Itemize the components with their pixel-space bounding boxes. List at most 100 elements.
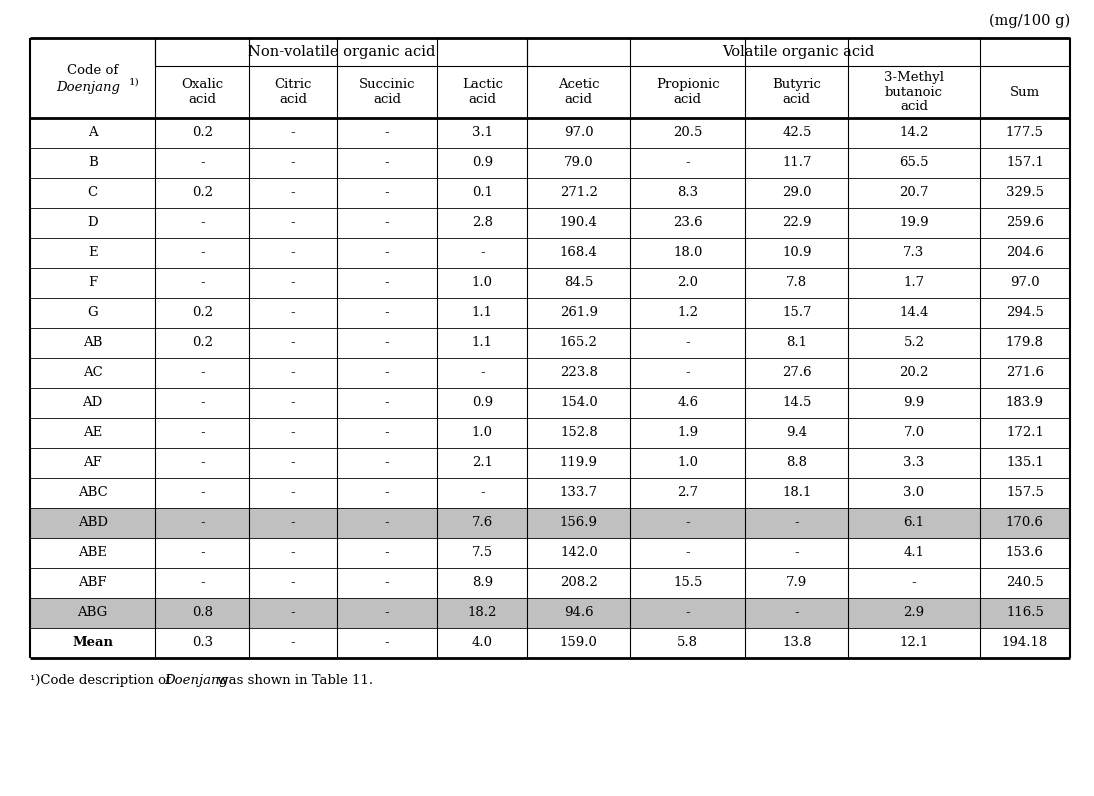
Bar xyxy=(848,118,980,148)
Bar xyxy=(848,628,980,658)
Bar xyxy=(630,178,745,208)
Text: 194.18: 194.18 xyxy=(1002,637,1048,650)
Text: -: - xyxy=(385,337,389,349)
Bar xyxy=(980,178,1070,208)
Bar xyxy=(30,178,155,208)
Bar xyxy=(848,328,980,358)
Bar xyxy=(438,208,527,238)
Bar xyxy=(30,538,155,568)
Text: 170.6: 170.6 xyxy=(1005,517,1044,529)
Text: -: - xyxy=(291,637,295,650)
Text: 0.1: 0.1 xyxy=(472,186,492,200)
Bar xyxy=(155,598,249,628)
Text: 7.3: 7.3 xyxy=(904,247,924,259)
Bar xyxy=(438,298,527,328)
Text: 19.9: 19.9 xyxy=(899,217,929,229)
Text: 18.2: 18.2 xyxy=(467,607,497,619)
Bar xyxy=(980,508,1070,538)
Bar xyxy=(848,148,980,178)
Text: 2.0: 2.0 xyxy=(677,276,698,290)
Bar xyxy=(155,508,249,538)
Text: 0.2: 0.2 xyxy=(191,337,213,349)
Text: -: - xyxy=(911,576,917,590)
Text: -: - xyxy=(480,486,485,500)
Text: 4.1: 4.1 xyxy=(904,547,924,560)
Bar xyxy=(337,598,438,628)
Bar xyxy=(438,508,527,538)
Bar xyxy=(337,328,438,358)
Text: (mg/100 g): (mg/100 g) xyxy=(989,14,1070,29)
Text: Succinic
acid: Succinic acid xyxy=(359,78,416,106)
Text: -: - xyxy=(200,547,205,560)
Text: 1.9: 1.9 xyxy=(677,427,698,439)
Bar xyxy=(155,66,249,118)
Bar xyxy=(745,538,848,568)
Text: -: - xyxy=(200,517,205,529)
Text: -: - xyxy=(291,427,295,439)
Text: E: E xyxy=(88,247,97,259)
Text: Propionic
acid: Propionic acid xyxy=(656,78,720,106)
Text: 1): 1) xyxy=(129,77,139,87)
Text: -: - xyxy=(291,486,295,500)
Bar xyxy=(745,508,848,538)
Bar xyxy=(745,478,848,508)
Text: 14.5: 14.5 xyxy=(782,396,812,409)
Bar xyxy=(630,388,745,418)
Bar xyxy=(30,418,155,448)
Text: 3.1: 3.1 xyxy=(472,127,493,139)
Text: -: - xyxy=(291,396,295,409)
Text: -: - xyxy=(291,186,295,200)
Text: -: - xyxy=(200,427,205,439)
Text: -: - xyxy=(291,247,295,259)
Text: 1.0: 1.0 xyxy=(677,456,698,470)
Bar xyxy=(527,66,630,118)
Bar xyxy=(630,38,745,66)
Bar xyxy=(337,38,438,66)
Text: -: - xyxy=(686,517,690,529)
Text: Sum: Sum xyxy=(1010,85,1040,99)
Text: 156.9: 156.9 xyxy=(560,517,597,529)
Text: 3.3: 3.3 xyxy=(904,456,924,470)
Bar xyxy=(249,148,337,178)
Text: 133.7: 133.7 xyxy=(560,486,598,500)
Bar xyxy=(980,298,1070,328)
Bar xyxy=(438,598,527,628)
Text: ABG: ABG xyxy=(78,607,108,619)
Bar xyxy=(438,538,527,568)
Text: 1.1: 1.1 xyxy=(472,306,492,319)
Text: 223.8: 223.8 xyxy=(560,366,597,380)
Text: 154.0: 154.0 xyxy=(560,396,597,409)
Bar xyxy=(438,268,527,298)
Bar xyxy=(438,388,527,418)
Bar xyxy=(848,478,980,508)
Text: 0.9: 0.9 xyxy=(472,157,493,170)
Bar xyxy=(30,208,155,238)
Bar xyxy=(848,358,980,388)
Text: 7.5: 7.5 xyxy=(472,547,493,560)
Text: 271.2: 271.2 xyxy=(560,186,597,200)
Bar xyxy=(30,598,155,628)
Bar xyxy=(249,238,337,268)
Text: -: - xyxy=(200,396,205,409)
Bar xyxy=(337,478,438,508)
Bar xyxy=(155,568,249,598)
Text: -: - xyxy=(385,517,389,529)
Text: -: - xyxy=(385,607,389,619)
Bar xyxy=(745,148,848,178)
Text: 2.1: 2.1 xyxy=(472,456,492,470)
Text: -: - xyxy=(686,607,690,619)
Text: -: - xyxy=(385,456,389,470)
Bar xyxy=(155,358,249,388)
Text: -: - xyxy=(385,637,389,650)
Bar xyxy=(630,418,745,448)
Text: -: - xyxy=(291,576,295,590)
Text: 8.9: 8.9 xyxy=(472,576,493,590)
Text: -: - xyxy=(291,366,295,380)
Bar xyxy=(438,238,527,268)
Bar xyxy=(30,118,155,148)
Bar xyxy=(155,208,249,238)
Text: 0.8: 0.8 xyxy=(191,607,213,619)
Bar xyxy=(527,628,630,658)
Text: -: - xyxy=(794,607,799,619)
Text: 20.5: 20.5 xyxy=(673,127,702,139)
